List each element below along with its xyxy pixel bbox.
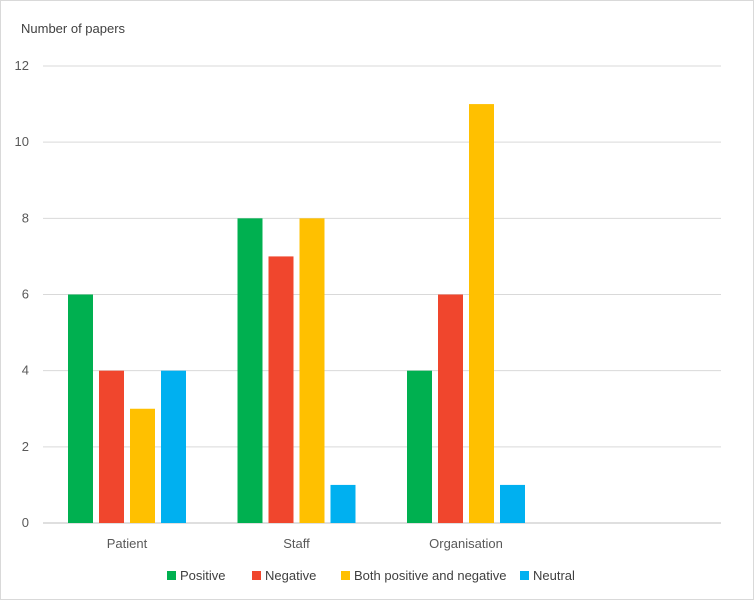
- legend-label: Neutral: [533, 568, 575, 583]
- y-tick-label: 0: [22, 515, 29, 530]
- bar-both-positive-and-negative-organisation: [469, 104, 494, 523]
- y-axis-ticks: 0 2 4 6 8 10 12: [15, 58, 29, 530]
- bar-negative-patient: [99, 370, 124, 523]
- bar-both-positive-and-negative-staff: [299, 218, 325, 524]
- category-label: Organisation: [429, 536, 503, 551]
- y-tick-label: 8: [22, 210, 29, 225]
- bar-neutral-staff: [330, 484, 356, 523]
- bars: [68, 104, 525, 524]
- legend-swatch: [520, 571, 529, 580]
- bar-positive-organisation: [407, 370, 432, 523]
- legend-swatch: [252, 571, 261, 580]
- bar-positive-staff: [237, 218, 263, 524]
- bar-both-positive-and-negative-patient: [130, 408, 155, 523]
- y-tick-label: 2: [22, 439, 29, 454]
- y-tick-label: 4: [22, 363, 29, 378]
- bar-negative-staff: [268, 256, 294, 523]
- legend-label: Positive: [180, 568, 226, 583]
- y-axis-title: Number of papers: [21, 21, 126, 36]
- legend-label: Negative: [265, 568, 316, 583]
- legend-label: Both positive and negative: [354, 568, 507, 583]
- gridlines: [43, 65, 721, 524]
- legend: Positive Negative Both positive and negati…: [167, 568, 575, 583]
- bar-neutral-organisation: [500, 484, 525, 523]
- legend-swatch: [341, 571, 350, 580]
- bar-positive-patient: [68, 294, 93, 523]
- x-axis-categories: Patient Staff Organisation: [107, 536, 503, 551]
- y-tick-label: 10: [15, 134, 29, 149]
- bar-neutral-patient: [161, 370, 186, 523]
- bar-negative-organisation: [438, 294, 463, 523]
- legend-swatch: [167, 571, 176, 580]
- y-tick-label: 6: [22, 287, 29, 302]
- category-label: Patient: [107, 536, 148, 551]
- y-tick-label: 12: [15, 58, 29, 73]
- category-label: Staff: [283, 536, 310, 551]
